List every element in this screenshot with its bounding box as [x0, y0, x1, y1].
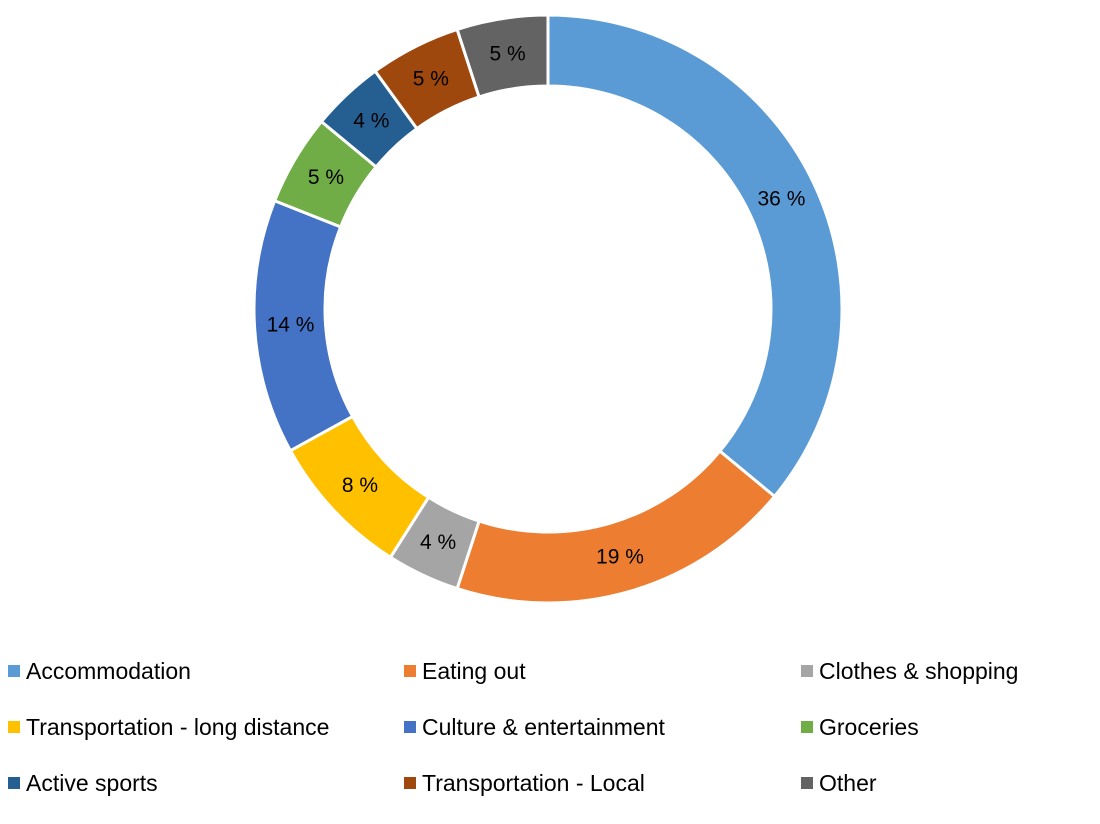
slice-eating-out [455, 449, 777, 605]
legend-label: Other [819, 769, 877, 796]
slice-accommodation [546, 13, 844, 499]
legend-label: Accommodation [26, 657, 191, 684]
legend-swatch [8, 721, 20, 733]
data-label-groceries: 5 % [308, 166, 344, 189]
data-label-transportation-long-distance: 8 % [342, 474, 378, 497]
legend-label: Eating out [422, 657, 526, 684]
legend-label: Transportation - Local [422, 769, 645, 796]
donut-chart-svg: 36 % 19 % 4 % 8 % 14 % 5 % 4 % 5 % 5 % [252, 13, 844, 605]
legend-item-groceries: Groceries [801, 712, 919, 742]
legend-swatch [801, 777, 813, 789]
legend-item-transportation-long-distance: Transportation - long distance [8, 712, 329, 742]
legend-item-transportation-local: Transportation - Local [404, 768, 645, 798]
legend-item-culture-and-entertainment: Culture & entertainment [404, 712, 665, 742]
data-label-clothes-and-shopping: 4 % [420, 531, 456, 554]
donut-chart: 36 % 19 % 4 % 8 % 14 % 5 % 4 % 5 % 5 % [252, 13, 844, 605]
legend-swatch [8, 665, 20, 677]
legend-label: Culture & entertainment [422, 713, 665, 740]
legend-label: Groceries [819, 713, 919, 740]
data-label-eating-out: 19 % [596, 545, 644, 568]
legend-swatch [801, 721, 813, 733]
legend-label: Clothes & shopping [819, 657, 1019, 684]
legend-label: Active sports [26, 769, 158, 796]
data-label-accommodation: 36 % [758, 188, 806, 211]
legend-label: Transportation - long distance [26, 713, 330, 740]
slice-other [455, 13, 550, 99]
data-label-active-sports: 4 % [353, 109, 389, 132]
legend-swatch [404, 721, 416, 733]
legend-item-other: Other [801, 768, 877, 798]
data-label-culture-and-entertainment: 14 % [267, 314, 315, 337]
legend-item-active-sports: Active sports [8, 768, 158, 798]
legend-item-accommodation: Accommodation [8, 656, 191, 686]
legend-swatch [8, 777, 20, 789]
chart-legend: Accommodation Eating out Clothes & shoppin… [0, 640, 1100, 824]
legend-swatch [404, 665, 416, 677]
legend-swatch [404, 777, 416, 789]
data-label-other: 5 % [490, 43, 526, 66]
legend-item-clothes-and-shopping: Clothes & shopping [801, 656, 1018, 686]
legend-item-eating-out: Eating out [404, 656, 526, 686]
data-label-transportation-local: 5 % [413, 68, 449, 91]
legend-swatch [801, 665, 813, 677]
